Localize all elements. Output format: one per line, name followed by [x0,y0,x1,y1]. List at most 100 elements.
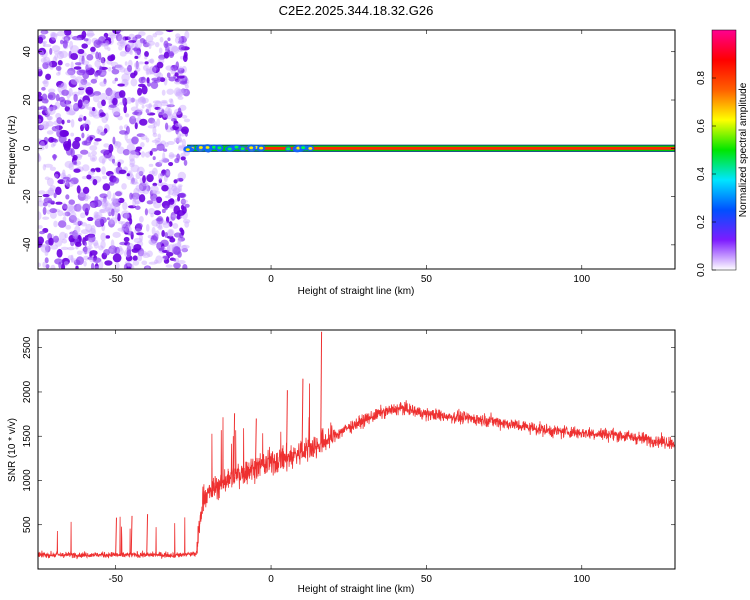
noise-blob [122,149,130,156]
noise-blob [103,248,111,256]
noise-blob [146,185,151,192]
noise-blob [165,264,173,268]
noise-blob [118,169,127,175]
noise-blob [64,232,68,239]
noise-blob [178,89,188,95]
noise-blob [64,105,71,112]
noise-blob [83,38,89,42]
noise-blob [85,64,91,70]
noise-blob [50,31,58,41]
snr-spike [115,517,117,555]
noise-blob [129,192,133,200]
noise-blob [110,201,117,211]
noise-blob [168,188,174,196]
noise-blob [181,244,190,249]
noise-blob [45,189,55,196]
noise-blob [161,208,166,214]
noise-blob [78,87,85,91]
noise-blob [161,89,166,96]
noise-blob [121,183,127,190]
noise-blob [48,88,56,94]
noise-blob [161,109,165,114]
noise-blob [152,182,158,187]
noise-blob [166,140,175,145]
noise-blob [126,249,132,257]
noise-blob [101,60,106,66]
noise-blob [68,162,74,171]
noise-blob [153,121,158,128]
noise-blob [129,115,137,125]
noise-blob [93,91,102,96]
noise-blob [130,97,135,103]
y-tick-label: -20 [22,189,33,204]
noise-blob [176,110,183,119]
noise-blob [170,211,176,221]
noise-blob [101,99,106,107]
noise-blob [124,36,131,41]
noise-blob [153,79,161,83]
noise-blob [41,93,48,101]
noise-blob [168,154,178,158]
noise-blob [38,154,42,163]
noise-blob [169,45,179,53]
noise-blob [93,141,99,146]
noise-blob [55,65,62,71]
noise-blob [168,221,173,227]
noise-blob [63,35,71,42]
noise-blob [123,105,128,114]
noise-blob [116,146,125,155]
noise-blob [155,255,163,264]
noise-blob [61,257,70,265]
noise-blob [168,161,174,167]
noise-blob [151,167,158,177]
noise-blob [99,208,105,213]
y-tick-label: 1500 [22,425,33,448]
noise-blob [44,163,53,168]
snr-panel: -50 0 50 100 500 1000 1500 2000 2500 Height of … [7,329,676,595]
noise-blob [122,201,128,211]
noise-blob [161,230,165,238]
noise-blob [74,136,81,142]
noise-blob [162,222,171,229]
noise-blob [173,258,177,262]
noise-blob [177,260,186,265]
noise-blob [135,60,139,70]
noise-blob [177,40,185,44]
noise-blob [141,97,149,104]
noise-blob [62,178,69,186]
noise-blob [106,190,112,200]
noise-blob [135,146,143,150]
noise-blob [132,111,140,116]
noise-blob [100,149,110,155]
noise-blob [54,258,63,265]
noise-blob [48,37,56,44]
noise-blob [76,185,81,194]
noise-blob [182,264,188,269]
signal-band-core [239,146,675,150]
noise-blob [79,212,86,219]
noise-blob [75,256,84,266]
noise-blob [98,155,107,164]
noise-blob [91,157,96,161]
noise-blob [81,175,88,180]
noise-blob [170,98,174,107]
noise-blob [117,227,126,232]
noise-blob [136,166,145,175]
noise-blob [40,30,49,35]
noise-blob [144,50,149,58]
noise-blob [57,210,64,217]
noise-blob [95,168,101,173]
x-tick-label: 0 [268,274,274,285]
noise-blob [38,47,47,56]
noise-blob [145,109,150,114]
noise-blob [111,208,115,217]
noise-blob [90,78,98,84]
noise-blob [50,31,56,38]
noise-blob [46,115,53,121]
noise-blob [87,216,94,222]
x-tick-label: 50 [421,574,433,585]
noise-blob [108,143,114,153]
noise-blob [126,41,134,48]
noise-blob [43,78,49,88]
noise-blob [72,231,79,240]
